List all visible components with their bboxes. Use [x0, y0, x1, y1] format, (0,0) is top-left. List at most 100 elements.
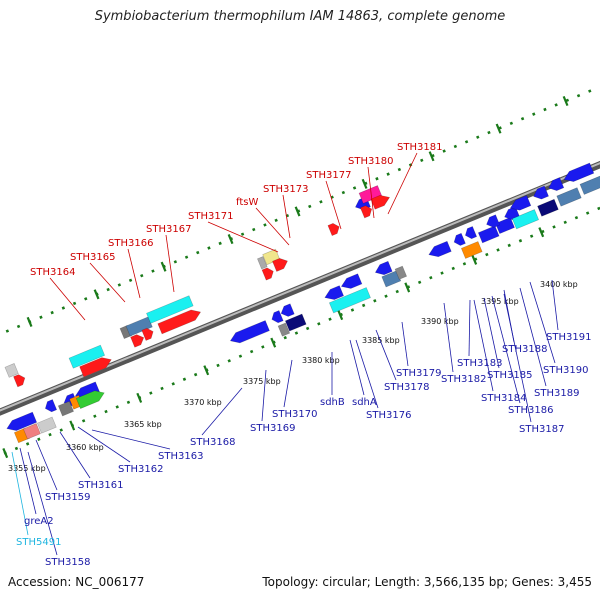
reverse-tick-dot	[93, 414, 97, 418]
gene-glyph	[280, 303, 295, 317]
reverse-tick-dot	[126, 400, 131, 405]
reverse-tick-dot	[350, 308, 355, 312]
major-tick	[203, 365, 210, 376]
reverse-gene-label: STH3182	[441, 374, 486, 385]
reverse-gene-label: STH3176	[366, 410, 411, 421]
gene-glyph	[146, 295, 194, 324]
forward-tick-dot	[128, 278, 133, 283]
leader-line	[468, 299, 471, 357]
leader-line	[325, 180, 342, 230]
forward-tick-dot	[509, 121, 514, 126]
forward-tick-dot	[576, 93, 581, 98]
major-tick	[136, 392, 143, 403]
reverse-tick-dot	[48, 432, 52, 437]
gene-glyph	[57, 400, 74, 417]
gene-glyph	[6, 411, 38, 431]
gene-glyph	[261, 267, 274, 281]
gene-glyph	[579, 172, 600, 195]
leader-line	[59, 431, 91, 479]
forward-tick-dot	[173, 260, 178, 264]
gene-glyph	[374, 260, 393, 276]
leader-line	[283, 359, 293, 408]
forward-tick-dot	[106, 287, 110, 292]
major-tick	[69, 420, 76, 431]
forward-tick-dot	[72, 301, 77, 306]
reverse-tick-dot	[574, 215, 579, 220]
forward-gene-label: ftsW	[236, 197, 258, 208]
reverse-tick-dot	[294, 331, 299, 335]
forward-tick-dot	[476, 135, 480, 139]
forward-tick-dot	[532, 112, 536, 116]
forward-tick-dot	[453, 144, 458, 149]
reverse-tick-dot	[182, 377, 187, 381]
forward-gene-label: STH3180	[348, 156, 393, 167]
leader-line	[11, 451, 29, 536]
scale-label: 3370 kbp	[184, 398, 222, 407]
major-tick	[26, 316, 33, 327]
reverse-gene-label: STH5491	[16, 537, 61, 548]
forward-tick-dot	[464, 140, 469, 144]
forward-tick-dot	[240, 232, 245, 236]
forward-tick-dot	[319, 200, 323, 204]
gene-glyph	[340, 273, 363, 289]
reverse-tick-dot	[25, 442, 30, 446]
major-tick	[562, 95, 569, 107]
gene-glyph	[509, 195, 532, 211]
gene-glyph	[13, 374, 26, 388]
forward-tick-dot	[543, 107, 547, 112]
forward-gene-label: STH3167	[146, 224, 191, 235]
forward-gene-label: STH3177	[306, 170, 351, 181]
forward-tick-dot	[39, 315, 43, 319]
forward-tick-dot	[84, 297, 88, 301]
genome-stats-text: Topology: circular; Length: 3,566,135 bp…	[262, 575, 592, 589]
forward-tick-dot	[252, 227, 256, 232]
major-tick	[404, 282, 411, 293]
reverse-gene-label: STH3161	[78, 480, 123, 491]
gene-glyph	[130, 334, 145, 348]
gene-glyph	[537, 198, 559, 217]
forward-tick-dot	[61, 306, 66, 310]
reverse-tick-dot	[384, 294, 388, 298]
leader-line	[165, 234, 175, 293]
leader-line	[519, 287, 547, 387]
reverse-tick-dot	[249, 349, 254, 354]
reverse-gene-label: STH3169	[250, 423, 295, 434]
reverse-gene-label: STH3187	[519, 424, 564, 435]
reverse-gene-label: STH3163	[158, 451, 203, 462]
leader-line	[127, 248, 141, 299]
reverse-tick-dot	[440, 271, 444, 275]
scale-label: 3355 kbp	[8, 464, 46, 473]
reverse-gene-label: STH3188	[502, 344, 547, 355]
reverse-gene-label: STH3184	[481, 393, 526, 404]
forward-tick-dot	[16, 324, 21, 329]
gene-glyph	[229, 320, 270, 344]
reverse-gene-label: greA2	[24, 516, 54, 527]
forward-tick-dot	[196, 250, 200, 255]
gene-glyph	[257, 256, 268, 270]
gene-glyph	[68, 344, 106, 369]
gene-glyph	[44, 399, 58, 413]
reverse-tick-dot	[317, 322, 321, 326]
major-tick	[294, 206, 301, 217]
forward-tick-dot	[386, 172, 390, 176]
forward-tick-dot	[263, 223, 267, 227]
leader-line	[529, 281, 556, 364]
reverse-gene-label: STH3191	[546, 332, 591, 343]
reverse-gene-label: STH3186	[508, 405, 553, 416]
forward-tick-dot	[397, 167, 402, 172]
gene-glyph	[359, 205, 373, 219]
gene-glyph	[272, 258, 288, 272]
reverse-gene-label: STH3158	[45, 557, 90, 568]
reverse-tick-dot	[451, 266, 455, 271]
major-tick	[538, 227, 545, 238]
reverse-gene-label: STH3190	[543, 365, 588, 376]
gene-glyph	[125, 316, 153, 337]
gene-glyph	[460, 241, 483, 259]
leader-line	[91, 429, 171, 450]
leader-line	[35, 439, 58, 491]
gene-glyph	[548, 177, 565, 191]
gene-glyph	[486, 214, 501, 228]
forward-tick-dot	[151, 269, 155, 273]
reverse-tick-dot	[361, 303, 366, 308]
gene-glyph	[324, 285, 344, 300]
